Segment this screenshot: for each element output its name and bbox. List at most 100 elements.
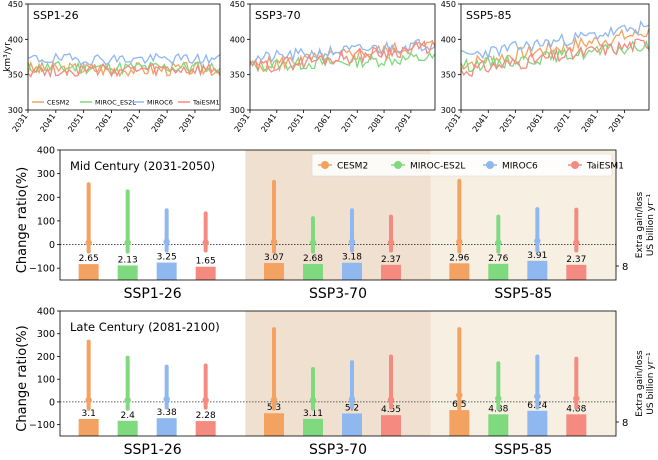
y-tick-label: 100 bbox=[37, 216, 55, 227]
y-tick-label: 300 bbox=[230, 106, 245, 115]
legend-label: MIROC6 bbox=[502, 162, 538, 172]
x-tick-label: 2031 bbox=[233, 112, 252, 134]
panel-title: Late Century (2081-2100) bbox=[70, 320, 220, 334]
gain-loss-value: 2.76 bbox=[488, 254, 508, 264]
y-tick-label: 300 bbox=[8, 106, 23, 115]
change-median-dot bbox=[348, 238, 356, 245]
gain-loss-value: 2.65 bbox=[79, 254, 99, 264]
change-median-dot bbox=[309, 239, 317, 246]
x-tick-label: 2031 bbox=[11, 112, 30, 134]
gain-loss-bar bbox=[381, 264, 401, 280]
panel-frame bbox=[27, 3, 221, 111]
change-median-dot bbox=[202, 239, 209, 246]
gain-loss-bar bbox=[78, 264, 99, 280]
y-tick-label: −100 bbox=[29, 264, 55, 275]
y-tick-label: 450 bbox=[441, 0, 456, 9]
gain-loss-bar bbox=[117, 420, 138, 436]
gain-loss-value: 2.37 bbox=[566, 255, 586, 265]
gain-loss-bar bbox=[342, 413, 362, 436]
y-tick-label: 350 bbox=[441, 71, 456, 80]
panel-title: SSP5-85 bbox=[466, 9, 512, 22]
gain-loss-value: 2.4 bbox=[121, 411, 136, 421]
y-axis-label: km³/yr bbox=[3, 42, 13, 72]
x-tick-label: 2061 bbox=[94, 112, 113, 134]
gain-loss-bar bbox=[303, 264, 323, 280]
change-median-dot bbox=[163, 395, 170, 403]
gain-loss-value: 3.11 bbox=[303, 409, 323, 419]
legend-label: MIROC6 bbox=[147, 99, 173, 107]
x-tick-label: 2071 bbox=[553, 112, 572, 134]
x-tick-label: 2081 bbox=[150, 112, 169, 134]
change-median-dot bbox=[456, 391, 463, 399]
scenario-label: SSP3-70 bbox=[309, 286, 367, 302]
y-tick-label: 400 bbox=[37, 307, 55, 318]
gain-loss-bar bbox=[78, 418, 99, 436]
legend-marker bbox=[394, 161, 402, 169]
gain-loss-bar bbox=[156, 418, 177, 436]
y-tick-label: 200 bbox=[37, 193, 55, 204]
y-tick-label: 300 bbox=[37, 169, 55, 180]
y-tick-label: 400 bbox=[441, 35, 456, 44]
x-tick-label: 2091 bbox=[178, 112, 197, 134]
gain-loss-bar bbox=[381, 415, 401, 436]
x-tick-label: 2081 bbox=[367, 112, 386, 134]
legend-marker bbox=[321, 161, 329, 169]
legend-label: TaiESM1 bbox=[192, 99, 220, 107]
gain-loss-bar bbox=[342, 262, 362, 280]
series-line-taiesm1 bbox=[460, 38, 650, 78]
change-median-dot bbox=[270, 396, 278, 403]
scenario-label: SSP5-85 bbox=[494, 442, 552, 458]
change-median-dot bbox=[387, 239, 395, 246]
gain-loss-bar bbox=[449, 410, 470, 436]
legend-label: MIROC_ES2L bbox=[95, 99, 136, 107]
gain-loss-bar bbox=[195, 421, 216, 436]
y-tick-label: 400 bbox=[8, 35, 23, 44]
right-axis-label: Extra gain/loss bbox=[635, 191, 645, 258]
change-median-dot bbox=[495, 395, 502, 402]
y-tick-label: 450 bbox=[230, 0, 245, 9]
y-tick-label: 0 bbox=[49, 240, 55, 251]
legend-label: TaiESM1 bbox=[586, 162, 624, 172]
timeseries-panel-2: SSP3-70 300 350 400 450 2031 2041 2051 2061 2071 2… bbox=[230, 0, 436, 134]
panel-title: Mid Century (2031-2050) bbox=[70, 159, 215, 173]
timeseries-legend: CESM2 MIROC_ES2L MIROC6 TaiESM1 bbox=[32, 99, 220, 107]
y-tick-label: −100 bbox=[29, 420, 55, 431]
x-tick-label: 2051 bbox=[66, 112, 85, 134]
change-median-dot bbox=[456, 238, 463, 245]
x-tick-label: 2091 bbox=[607, 112, 626, 134]
x-tick-label: 2061 bbox=[525, 112, 544, 134]
panel-title: SSP1-26 bbox=[33, 9, 79, 22]
series-line-taiesm1 bbox=[27, 62, 221, 79]
change-ratio-panel-1: 2.65 2.13 3.25 1.65 SSP1-26 3.07 2.68 3.18 2.37 S… bbox=[15, 146, 656, 303]
change-median-dot bbox=[124, 239, 131, 246]
panel-frame bbox=[59, 149, 617, 281]
y-tick-label: 300 bbox=[441, 106, 456, 115]
gain-loss-value: 3.07 bbox=[264, 253, 284, 263]
gain-loss-bar bbox=[566, 264, 587, 280]
change-median-dot bbox=[124, 396, 131, 404]
y-tick-label: 400 bbox=[37, 146, 55, 157]
gain-loss-value: 2.68 bbox=[303, 254, 323, 264]
gain-loss-value: 3.18 bbox=[342, 253, 362, 263]
change-median-dot bbox=[387, 396, 395, 403]
y-axis-label: Change ratio(%) bbox=[15, 167, 30, 273]
x-tick-label: 2071 bbox=[340, 112, 359, 134]
x-tick-label: 2081 bbox=[580, 112, 599, 134]
gain-loss-bar bbox=[303, 418, 323, 436]
gain-loss-value: 2.37 bbox=[381, 255, 401, 265]
gain-loss-bar bbox=[527, 410, 548, 436]
legend-marker bbox=[571, 161, 579, 169]
change-median-dot bbox=[495, 239, 502, 246]
x-tick-label: 2031 bbox=[444, 112, 463, 134]
timeseries-panel-3: SSP5-85 300 350 400 450 2031 2041 2051 2061 2071 2… bbox=[441, 0, 650, 134]
change-median-dot bbox=[85, 239, 92, 246]
scenario-label: SSP1-26 bbox=[124, 286, 182, 302]
gain-loss-value: 2.28 bbox=[196, 411, 216, 421]
x-tick-label: 2041 bbox=[471, 112, 490, 134]
series-line-cesm2 bbox=[27, 60, 221, 78]
scenario-label: SSP3-70 bbox=[309, 442, 367, 458]
change-median-dot bbox=[348, 395, 356, 403]
gain-loss-bar bbox=[264, 413, 284, 436]
panel-frame bbox=[249, 3, 436, 111]
